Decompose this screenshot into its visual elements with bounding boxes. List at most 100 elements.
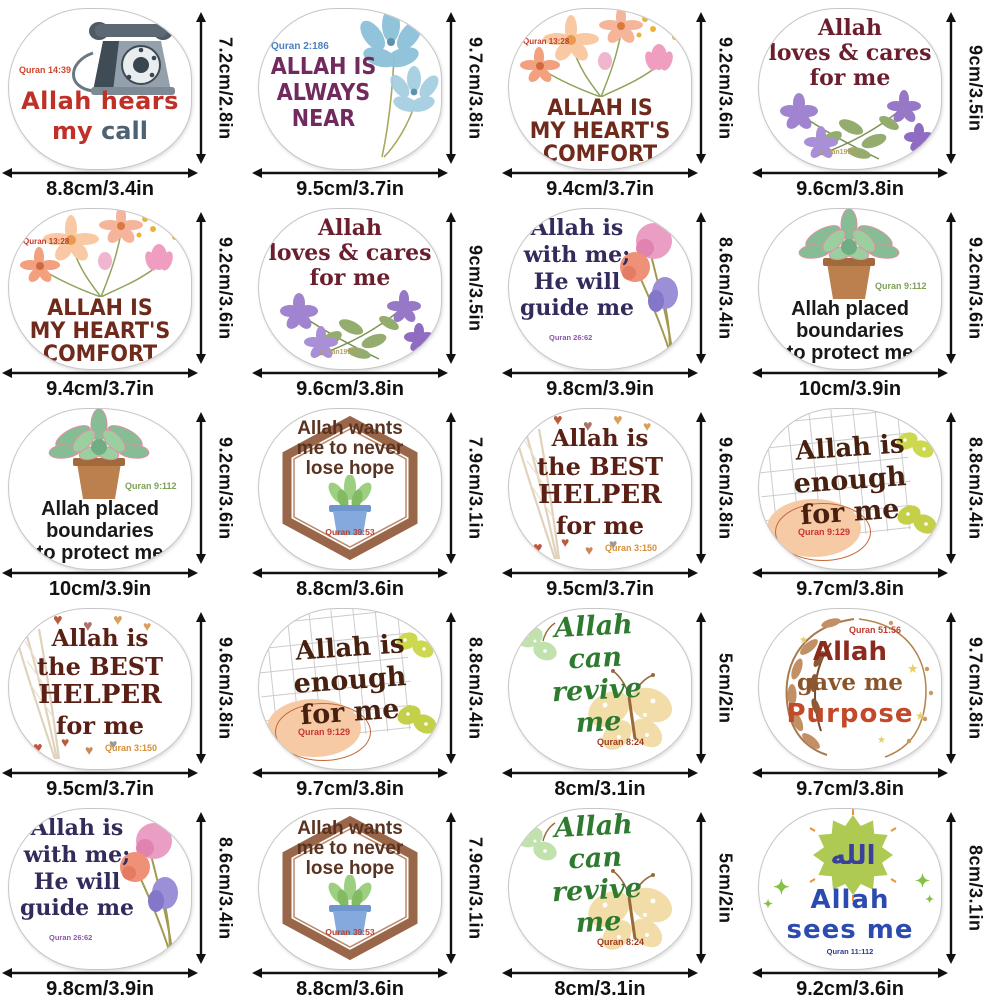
- width-label: 9.5cm/3.7in: [46, 778, 154, 800]
- width-arrow: [502, 168, 698, 178]
- hexagon-frame-icon: [282, 415, 418, 561]
- width-arrow: [2, 168, 198, 178]
- sticker-cell: Allah can revive me Quran 8:24 5cm/2in 8…: [500, 800, 750, 1000]
- sticker-text-line: He will: [533, 268, 621, 295]
- sticker-cell: Quran 13:28 ALLAH IS MY HEART'S COMFORT …: [500, 0, 750, 200]
- height-arrow: [946, 12, 956, 164]
- outline-ring: [275, 703, 371, 761]
- sticker: ♥ ♥ ♥ ♥ ♥ ♥ ♥ ♥ ♥ Allah is the BEST HELP…: [508, 408, 692, 570]
- sticker-text-line: Allah: [817, 15, 883, 41]
- hexagon-frame-icon: [282, 815, 418, 961]
- sticker-text-line: ALWAYS: [276, 79, 371, 106]
- width-label: 9.6cm/3.8in: [796, 178, 904, 200]
- sticker-text-line: the BEST: [37, 652, 163, 681]
- sticker-with-me-guide-me: Allah is with me; He will guide me Quran…: [509, 209, 691, 369]
- sticker-text-line: Allah is: [530, 215, 624, 241]
- height-arrow: [196, 412, 206, 564]
- width-label: 8.8cm/3.4in: [46, 178, 154, 200]
- sticker-text-line: Allah placed: [41, 498, 159, 520]
- sticker: Quran 13:28 ALLAH IS MY HEART'S COMFORT: [508, 8, 692, 170]
- sticker-text-line: my call: [9, 117, 191, 145]
- word-my: my: [52, 117, 102, 145]
- sticker-text-line: Allah is: [551, 425, 649, 452]
- telephone-icon: [72, 22, 175, 95]
- sticker-boundaries: Quran 9:112 Allah placed boundaries to p…: [9, 409, 191, 569]
- sticker-cell: Quran 13:28 ALLAH IS MY HEART'S COMFORT …: [0, 200, 250, 400]
- width-arrow: [752, 768, 948, 778]
- sticker-cell: ★ ★ ★ ★ Quran 51:56 Allah gave me Purpos…: [750, 600, 1000, 800]
- sticker-text-line: to protect me: [36, 542, 164, 564]
- height-label: 9.2cm/3.6in: [715, 36, 736, 140]
- quran-reference: Quran 13:28: [23, 237, 70, 246]
- blue-flowers-icon: [360, 9, 439, 158]
- width-arrow: [2, 568, 198, 578]
- pink-flowers-icon: [520, 9, 678, 97]
- sticker-allah-is-always-near: Quran 2:186 ALLAH IS ALWAYS NEAR: [259, 9, 441, 169]
- sticker-cell: Quran 2:186 ALLAH IS ALWAYS NEAR 9.7cm/3…: [250, 0, 500, 200]
- height-label: 9.2cm/3.6in: [965, 236, 986, 340]
- height-label: 8.8cm/3.4in: [965, 436, 986, 540]
- width-arrow: [502, 768, 698, 778]
- sticker-text-line: HELPER: [38, 680, 162, 710]
- sticker: Quran 14:39 Allah hears my call: [8, 8, 192, 170]
- sticker-cell: Quran 14:39 Allah hears my call 7.2cm/2.…: [0, 0, 250, 200]
- butterflies-icon: [396, 632, 437, 734]
- quran-reference: Quran 3:150: [105, 743, 158, 753]
- sticker-text-line: MY HEART'S: [529, 119, 671, 144]
- heart-icon: ♥: [85, 742, 94, 758]
- quran-reference: Quran 51:56: [849, 625, 902, 635]
- sticker: Quran 2:186 ALLAH IS ALWAYS NEAR: [258, 8, 442, 170]
- sticker-text-line: He will: [33, 868, 121, 895]
- heart-icon: ♥: [533, 540, 543, 557]
- height-label: 8.6cm/3.4in: [715, 236, 736, 340]
- quran-reference: Quran 39:53: [325, 527, 375, 537]
- sticker-can-revive-me: Allah can revive me Quran 8:24: [509, 809, 691, 969]
- sticker-cell: Allah wants me to never lose hope Quran …: [250, 800, 500, 1000]
- sticker-text-line: Allah: [812, 637, 887, 667]
- sticker-text-line: COMFORT: [42, 342, 158, 367]
- quran-reference: Quran 13:28: [523, 37, 570, 46]
- width-label: 8.8cm/3.6in: [296, 978, 404, 1000]
- sticker-text-line: Allah: [553, 809, 634, 845]
- sticker-never-lose-hope: Allah wants me to never lose hope Quran …: [259, 809, 441, 969]
- width-label: 9.7cm/3.8in: [296, 778, 404, 800]
- heart-icon: ♥: [613, 412, 623, 429]
- width-arrow: [752, 568, 948, 578]
- sticker-cell: Allah is enough for me Quran 9:129 8.8cm…: [750, 400, 1000, 600]
- sticker-text-line: boundaries: [796, 320, 904, 342]
- height-arrow: [946, 412, 956, 564]
- quran-reference: Quran 2:186: [271, 41, 329, 52]
- purple-flowers-icon: [780, 90, 935, 160]
- sticker-text-line: revive: [551, 872, 643, 909]
- sticker-text-line: me to never: [296, 838, 404, 859]
- height-label: 8.8cm/3.4in: [465, 636, 486, 740]
- sticker-text-line: lose hope: [305, 458, 395, 479]
- height-label: 7.2cm/2.8in: [215, 36, 236, 140]
- sticker-text-line: to protect me: [786, 342, 914, 364]
- sticker-loves-and-cares: Allah loves & cares for me Quran19:96: [259, 209, 441, 369]
- succulent-pot-icon: [48, 409, 150, 499]
- width-label: 8cm/3.1in: [554, 978, 646, 1000]
- heart-icon: ♥: [561, 534, 570, 550]
- sparkle-icon: ✦: [925, 894, 935, 906]
- width-label: 9.7cm/3.8in: [796, 778, 904, 800]
- sticker-enough-for-me: Allah is enough for me Quran 9:129: [259, 609, 441, 769]
- heart-icon: ♥: [583, 418, 593, 435]
- sticker: Allah loves & cares for me Quran19:96: [258, 208, 442, 370]
- height-arrow: [196, 212, 206, 364]
- sticker-text: Allah is with me; He will guide me: [17, 815, 137, 922]
- sticker-text-line: gave me: [797, 669, 903, 696]
- height-arrow: [446, 812, 456, 964]
- height-label: 5cm/2in: [715, 652, 736, 724]
- quran-reference: Quran 39:53: [325, 927, 375, 937]
- sticker-cell: Quran 9:112 Allah placed boundaries to p…: [0, 400, 250, 600]
- starburst-allah-icon: الله: [809, 809, 897, 901]
- height-label: 9.2cm/3.6in: [215, 236, 236, 340]
- width-label: 9.6cm/3.8in: [296, 378, 404, 400]
- pink-flowers-icon: [20, 209, 178, 297]
- star-icon: ★: [877, 735, 886, 746]
- sticker-text-line: Allah: [553, 609, 634, 645]
- pampas-grass-icon: [17, 622, 61, 760]
- sticker-text-line: Allah placed: [791, 298, 909, 320]
